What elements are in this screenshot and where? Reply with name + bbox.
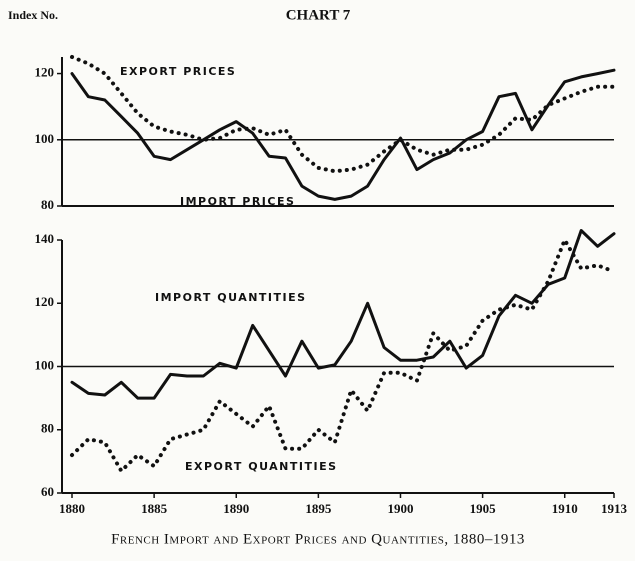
- y-tick-label: 80: [41, 197, 54, 212]
- series-label: EXPORT PRICES: [120, 65, 236, 78]
- y-tick-label: 100: [35, 357, 55, 372]
- y-tick-label: 120: [35, 294, 55, 309]
- y-tick-label: 100: [35, 131, 55, 146]
- chart-title: CHART 7: [286, 7, 351, 23]
- x-tick-label: 1890: [223, 501, 249, 516]
- y-axis-label: Index No.: [8, 8, 58, 22]
- x-tick-label: 1913: [601, 501, 628, 516]
- x-tick-label: 1905: [470, 501, 497, 516]
- caption: French Import and Export Prices and Quan…: [111, 531, 525, 547]
- series-line: [70, 68, 616, 201]
- x-tick-label: 1900: [387, 501, 413, 516]
- series-line: [70, 55, 616, 174]
- series-line: [70, 229, 616, 400]
- x-tick-label: 1895: [305, 501, 332, 516]
- x-tick-label: 1880: [59, 501, 85, 516]
- y-tick-label: 60: [41, 484, 54, 499]
- series-label: IMPORT PRICES: [180, 195, 295, 208]
- x-tick-label: 1910: [552, 501, 578, 516]
- y-tick-label: 140: [35, 231, 55, 246]
- x-tick-label: 1885: [141, 501, 168, 516]
- y-tick-label: 120: [35, 65, 55, 80]
- series-label: EXPORT QUANTITIES: [185, 460, 338, 473]
- y-tick-label: 80: [41, 421, 54, 436]
- series-label: IMPORT QUANTITIES: [155, 291, 307, 304]
